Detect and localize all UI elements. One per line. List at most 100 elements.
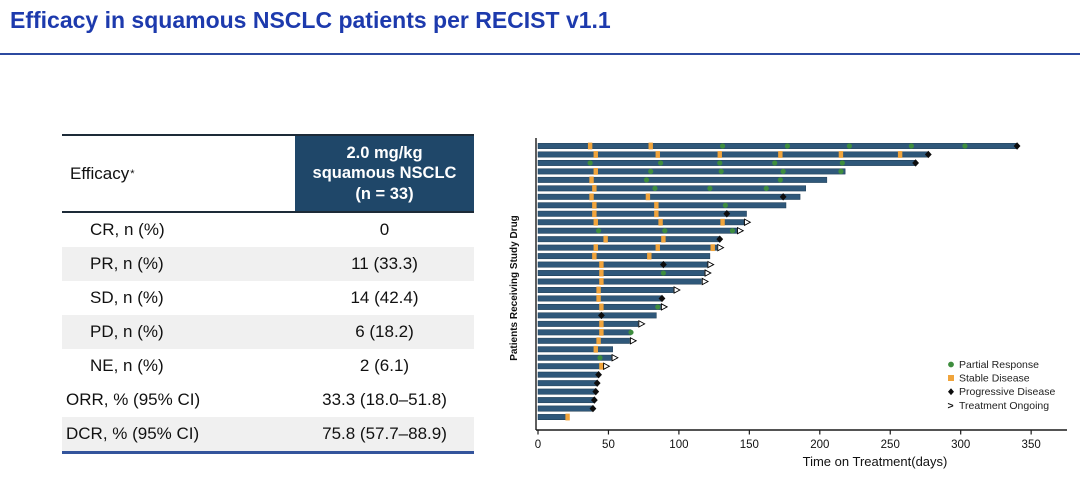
partial-response-marker xyxy=(657,160,664,166)
patient-bar-16 xyxy=(537,270,705,277)
treatment-ongoing-arrow-icon xyxy=(744,218,752,227)
stable-disease-marker xyxy=(897,151,903,158)
stable-disease-marker xyxy=(596,286,601,294)
partial-response-marker xyxy=(780,168,786,175)
row-label-dcr: DCR, % (95% CI) xyxy=(66,424,200,443)
stable-disease-marker xyxy=(655,244,660,252)
page-title: Efficacy in squamous NSCLC patients per … xyxy=(10,7,611,33)
patient-bar-3 xyxy=(537,159,916,166)
patient-bar-33 xyxy=(537,414,568,420)
stable-disease-marker xyxy=(589,176,594,184)
progressive-disease-marker xyxy=(658,294,666,303)
treatment-ongoing-arrow-icon xyxy=(737,226,745,235)
row-value-pd: 6 (18.2) xyxy=(355,322,414,341)
row-value-sd: 14 (42.4) xyxy=(350,288,419,307)
patient-bar-25 xyxy=(537,346,613,353)
legend-label: Progressive Disease xyxy=(959,386,1055,398)
table-row-cr: CR, n (%) 0 xyxy=(62,213,474,247)
x-tick-label: 50 xyxy=(602,439,615,451)
stable-disease-marker xyxy=(717,151,722,158)
title-divider xyxy=(0,53,1080,55)
x-tick-label: 200 xyxy=(810,439,829,451)
stable-disease-marker xyxy=(655,151,660,158)
partial-response-marker xyxy=(652,185,658,191)
patient-bar-17 xyxy=(537,278,702,285)
patient-bar-9 xyxy=(537,210,747,217)
patient-bar-22 xyxy=(537,320,639,327)
stable-disease-marker xyxy=(593,168,598,175)
stable-disease-marker xyxy=(654,210,659,218)
progressive-disease-marker xyxy=(779,193,787,201)
table-row-pr: PR, n (%) 11 (33.3) xyxy=(62,247,474,281)
patient-bar-26 xyxy=(537,354,612,361)
row-label-cr: CR, n (%) xyxy=(90,220,165,239)
partial-response-marker xyxy=(707,185,713,191)
dose-header-line-1: 2.0 mg/kg xyxy=(346,144,423,163)
stable-disease-marker xyxy=(592,252,597,260)
patient-bar-5 xyxy=(537,176,828,183)
stable-disease-marker xyxy=(710,244,715,252)
x-tick-label: 150 xyxy=(740,439,759,451)
treatment-ongoing-arrow-icon xyxy=(660,303,669,311)
legend-label: Treatment Ongoing xyxy=(959,400,1049,412)
patient-bar-31 xyxy=(537,397,595,404)
row-label-ne: NE, n (%) xyxy=(90,356,164,375)
treatment-ongoing-arrow-icon xyxy=(707,260,715,269)
stable-disease-marker xyxy=(592,184,597,192)
stable-disease-marker xyxy=(647,252,652,260)
swimmer-plot-svg: 0 50 100 150 200 250 300 350 Time on Treatment(d… xyxy=(509,138,1067,469)
row-value-dcr: 75.8 (57.7–88.9) xyxy=(322,424,447,443)
stable-disease-marker xyxy=(654,201,659,209)
treatment-ongoing-arrow-icon xyxy=(629,336,638,345)
stable-disease-marker xyxy=(592,210,597,218)
treatment-ongoing-arrow-icon xyxy=(638,320,646,328)
progressive-disease-marker xyxy=(589,404,597,413)
stable-disease-marker xyxy=(587,142,593,150)
x-tick-label: 350 xyxy=(1022,439,1041,451)
efficacy-header-cell: Efficacy * xyxy=(62,136,295,211)
table-row-pd: PD, n (%) 6 (18.2) xyxy=(62,315,474,349)
stable-disease-marker xyxy=(661,235,666,243)
progressive-disease-marker xyxy=(593,379,601,387)
progressive-disease-marker xyxy=(716,235,724,243)
stable-disease-marker xyxy=(603,235,608,243)
partial-response-marker xyxy=(839,160,845,166)
patient-bar-11 xyxy=(537,227,737,234)
stable-disease-marker xyxy=(648,142,653,150)
treatment-ongoing-arrow-icon xyxy=(603,362,611,371)
stable-disease-marker xyxy=(658,218,663,226)
partial-response-marker xyxy=(595,228,602,234)
patient-bar-23 xyxy=(537,329,632,336)
x-tick-label: 300 xyxy=(951,439,970,451)
patient-bar-28 xyxy=(537,371,599,378)
stable-disease-marker xyxy=(593,151,598,158)
stable-disease-marker xyxy=(593,345,598,353)
stable-disease-marker xyxy=(778,151,783,158)
partial-response-marker xyxy=(717,160,723,166)
progressive-disease-marker xyxy=(598,311,605,320)
stable-disease-marker xyxy=(838,151,844,158)
x-tick-label: 100 xyxy=(669,439,688,451)
partial-response-marker xyxy=(908,143,914,149)
efficacy-table-body: CR, n (%) 0 PR, n (%) 11 (33.3) SD, n (%) 14 … xyxy=(62,213,474,454)
treatment-ongoing-arrow-icon xyxy=(701,277,709,286)
partial-response-marker xyxy=(763,185,769,191)
patient-bar-1 xyxy=(537,143,1018,149)
table-row-orr: ORR, % (95% CI) 33.3 (18.0–51.8) xyxy=(62,383,474,417)
swimmer-plot: 0 50 100 150 200 250 300 350 Time on Treatment(d… xyxy=(503,128,1080,479)
legend-partial-response-icon xyxy=(948,361,954,368)
x-tick-label: 0 xyxy=(535,439,541,451)
treatment-ongoing-arrow-icon xyxy=(673,286,681,294)
legend-label: Partial Response xyxy=(959,359,1039,371)
stable-disease-marker xyxy=(599,320,604,328)
efficacy-table: Efficacy * 2.0 mg/kg squamous NSCLC (n = … xyxy=(62,134,474,454)
progressive-disease-marker xyxy=(595,370,602,379)
partial-response-marker xyxy=(784,143,790,149)
partial-response-marker xyxy=(628,329,634,335)
partial-response-marker xyxy=(662,228,668,234)
partial-response-marker xyxy=(962,143,968,149)
progressive-disease-marker xyxy=(590,396,598,404)
patient-bar-6 xyxy=(537,185,806,192)
legend-ongoing-arrow-icon: > xyxy=(948,400,954,412)
stable-disease-marker xyxy=(599,362,604,370)
